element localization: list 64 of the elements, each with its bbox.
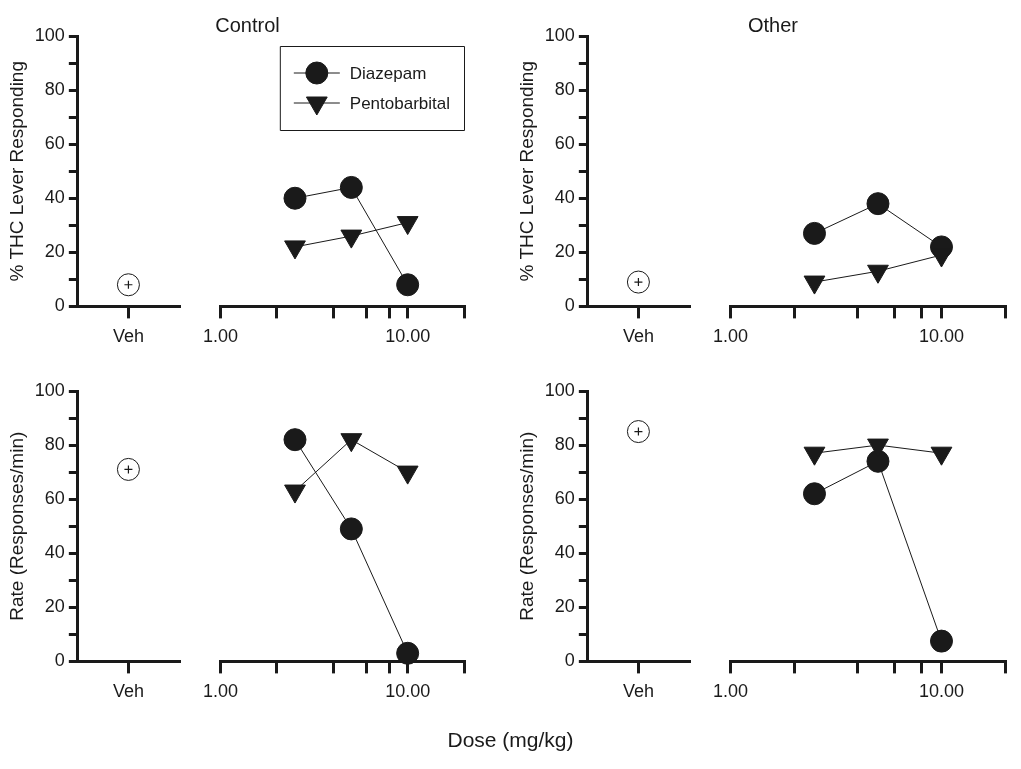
y-axis-title: Rate (Responses/min) (5, 431, 27, 621)
x-tick-label: Veh (622, 326, 654, 347)
x-tick-label: 1.00 (202, 681, 239, 702)
x-axis-title: Dose (mg/kg) (446, 728, 575, 752)
point (340, 229, 363, 249)
legend-label: Diazepam (349, 63, 427, 83)
y-tick-label: 60 (554, 488, 575, 509)
y-tick-label: 80 (44, 79, 65, 100)
y-tick-label: 80 (44, 434, 65, 455)
point (866, 192, 890, 216)
y-tick-label: 60 (44, 488, 65, 509)
legend-label: Pentobarbital (349, 93, 451, 113)
y-tick-label: 80 (554, 79, 575, 100)
point (396, 216, 419, 236)
y-tick-label: 100 (34, 379, 65, 400)
point (396, 465, 419, 485)
y-tick-label: 0 (564, 650, 575, 671)
y-tick-label: 0 (54, 650, 65, 671)
y-tick-label: 40 (554, 542, 575, 563)
y-axis-title: % THC Lever Responding (515, 61, 537, 282)
point (396, 641, 420, 665)
point (284, 240, 306, 260)
point (802, 221, 826, 245)
y-tick-label: 60 (554, 133, 575, 154)
y-tick-label: 0 (564, 295, 575, 316)
y-tick-label: 40 (554, 187, 575, 208)
point (929, 629, 953, 653)
x-tick-label: 1.00 (202, 326, 239, 347)
chart-title: Control (214, 14, 281, 37)
y-axis-title: Rate (Responses/min) (515, 431, 537, 621)
x-tick-label: Veh (622, 681, 654, 702)
point (803, 446, 826, 466)
y-tick-label: 40 (44, 187, 65, 208)
point (930, 248, 953, 268)
point (867, 264, 889, 284)
point (339, 517, 363, 541)
point (283, 186, 307, 210)
y-tick-label: 20 (44, 241, 65, 262)
x-tick-label: 10.00 (385, 326, 431, 347)
y-tick-label: 40 (44, 542, 65, 563)
point (284, 484, 306, 504)
x-tick-label: 10.00 (385, 681, 431, 702)
chart-title: Other (747, 14, 799, 37)
point (803, 275, 826, 295)
point (339, 175, 363, 199)
x-tick-label: 10.00 (918, 681, 965, 702)
point (340, 433, 363, 453)
y-tick-label: 20 (44, 596, 65, 617)
y-tick-label: 20 (554, 241, 575, 262)
y-axis-title: % THC Lever Responding (5, 61, 27, 282)
y-tick-label: 0 (54, 295, 65, 316)
point (802, 482, 826, 506)
y-tick-label: 60 (44, 133, 65, 154)
x-tick-label: 10.00 (918, 326, 965, 347)
y-tick-label: 20 (554, 596, 575, 617)
y-tick-label: 100 (544, 379, 575, 400)
x-tick-label: 1.00 (712, 681, 749, 702)
y-tick-label: 100 (544, 24, 575, 45)
x-tick-label: Veh (112, 326, 144, 347)
x-tick-label: Veh (112, 681, 144, 702)
x-tick-label: 1.00 (712, 326, 749, 347)
y-tick-label: 100 (34, 24, 65, 45)
y-tick-label: 80 (554, 434, 575, 455)
point (930, 446, 953, 466)
